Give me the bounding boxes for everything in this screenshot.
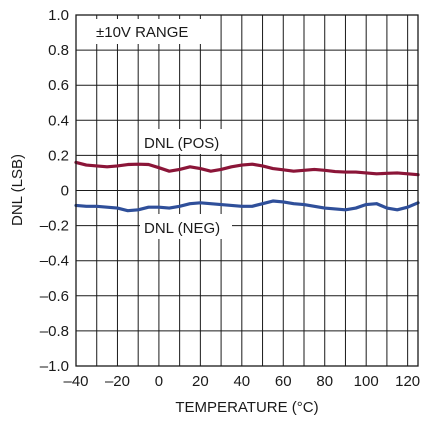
y-tick-label: 0.8: [48, 42, 69, 59]
y-axis-title: DNL (LSB): [9, 154, 26, 226]
y-tick-label: –1.0: [40, 358, 69, 375]
x-tick-label: 60: [275, 373, 292, 390]
x-tick-label: 120: [395, 373, 420, 390]
x-axis-title: TEMPERATURE (°C): [175, 399, 318, 416]
x-tick-label: 80: [316, 373, 333, 390]
series-line-dnl-pos: [74, 160, 420, 177]
tick-layer: –1.0 –0.8 –0.6 –0.4 –0.2 0 0.2 0.4 0.6 0.8 1.0 –40–…: [40, 7, 420, 390]
series-layer: [74, 160, 420, 213]
pos-label-bg: [140, 129, 232, 154]
plot-frame: [75, 14, 419, 367]
y-tick-label: –0.6: [40, 288, 69, 305]
x-tick-label: –20: [105, 373, 130, 390]
x-tick-label: 20: [192, 373, 209, 390]
x-tick-label: 0: [155, 373, 163, 390]
y-tick-label: 0.6: [48, 77, 69, 94]
y-tick-label: 0: [61, 183, 69, 200]
y-tick-label: –0.8: [40, 323, 69, 340]
range-label-bg: [91, 19, 201, 44]
range-label: ±10V RANGE: [96, 24, 188, 41]
neg-series-label: DNL (NEG): [144, 220, 220, 237]
pos-series-label: DNL (POS): [144, 135, 219, 152]
x-tick-label: 40: [233, 373, 250, 390]
y-tick-label: –0.4: [40, 253, 69, 270]
neg-label-bg: [140, 214, 232, 239]
y-tick-label: 1.0: [48, 7, 69, 24]
x-tick-label: –40: [63, 373, 88, 390]
y-tick-label: 0.4: [48, 112, 69, 129]
x-tick-label: 100: [354, 373, 379, 390]
grid-layer: [76, 15, 418, 366]
y-tick-label: 0.2: [48, 147, 69, 164]
y-tick-label: –0.2: [40, 218, 69, 235]
series-line-dnl-neg: [74, 199, 420, 213]
